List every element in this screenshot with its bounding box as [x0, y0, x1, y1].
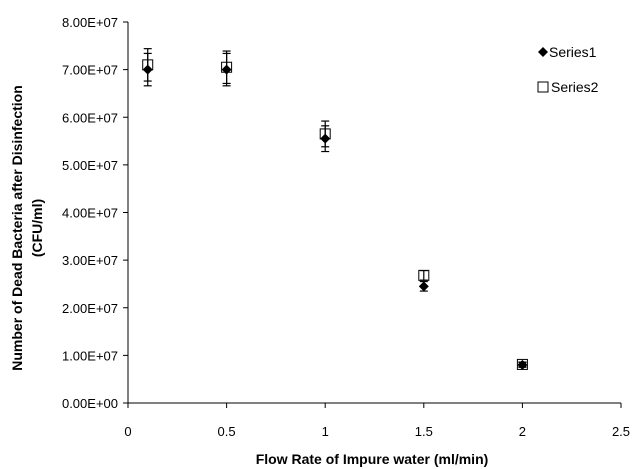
x-tick-label: 0: [124, 424, 131, 439]
x-axis-ticks: 0 0.5 1 1.5 2 2.5: [124, 403, 630, 439]
legend-label-series2: Series2: [551, 79, 599, 95]
y-tick-label: 4.00E+07: [62, 206, 118, 221]
y-axis-ticks: 0.00E+00 1.00E+07 2.00E+07 3.00E+07 4.00E+07…: [62, 15, 128, 411]
y-tick-label: 5.00E+07: [62, 158, 118, 173]
x-axis-title: Flow Rate of Impure water (ml/min): [256, 451, 489, 467]
data-point-series1: [418, 281, 429, 292]
data-point-series2: [516, 358, 528, 370]
data-point-series2: [418, 269, 430, 281]
x-tick-label: 1: [322, 424, 329, 439]
x-tick-label: 2.5: [612, 424, 630, 439]
y-tick-label: 1.00E+07: [62, 348, 118, 363]
y-tick-label: 6.00E+07: [62, 110, 118, 125]
legend-marker-series2: [537, 81, 549, 93]
data-point-series2: [319, 128, 331, 140]
legend-marker-series1: [538, 47, 548, 57]
y-tick-label: 7.00E+07: [62, 63, 118, 78]
plot-area: [127, 22, 621, 404]
data-point-series2: [221, 61, 233, 73]
series-layer: [142, 48, 528, 370]
y-tick-label: 2.00E+07: [62, 301, 118, 316]
legend-item-series2: Series2: [537, 79, 599, 95]
legend-label-series1: Series1: [549, 44, 597, 60]
legend-item-series1: Series1: [538, 44, 597, 60]
legend: Series1 Series2: [537, 44, 599, 95]
x-tick-label: 0.5: [218, 424, 236, 439]
x-tick-label: 2: [519, 424, 526, 439]
y-tick-label: 8.00E+07: [62, 15, 118, 30]
data-point-series2: [142, 59, 154, 71]
x-tick-label: 1.5: [415, 424, 433, 439]
series-2: [142, 48, 528, 370]
y-tick-label: 0.00E+00: [62, 396, 118, 411]
series-1: [142, 52, 528, 370]
y-tick-label: 3.00E+07: [62, 253, 118, 268]
y-axis-title-line2: (CFU/ml): [29, 199, 45, 257]
y-axis-title-line1: Number of Dead Bacteria after Disinfecti…: [9, 85, 25, 371]
